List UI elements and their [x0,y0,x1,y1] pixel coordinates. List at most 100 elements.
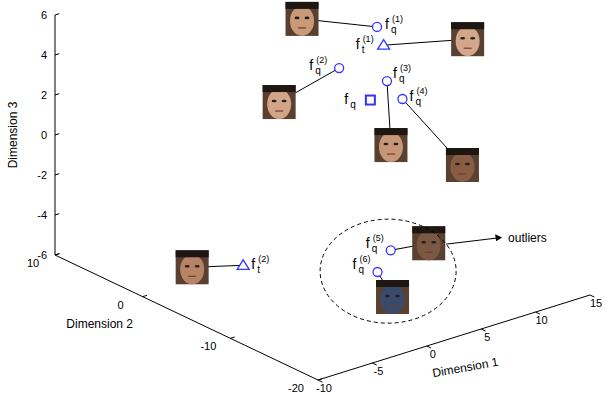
point-label-sup: (2) [258,254,269,264]
face-eye [465,163,470,166]
z-tick-label: -6 [37,249,47,261]
face-hair [263,85,296,92]
point-circle [373,268,382,277]
z-tick [55,254,59,255]
point-label-sub: q [399,73,405,84]
annotation: outliers [320,219,547,323]
face-skin [379,132,403,162]
face-skin [290,6,314,36]
face-hair [374,128,407,135]
face-eye [295,17,300,20]
face-eye [185,265,190,268]
face-skin [450,152,474,182]
point-label-base: f [393,65,397,81]
face-hair [176,250,209,257]
face-mouth [389,305,397,306]
face-mouth [275,110,283,111]
face-bg [176,250,209,284]
z-tick-label: -2 [37,169,47,181]
point-label-sub: q [391,24,397,35]
annotation-arrow [446,238,496,244]
face-thumbnail [376,280,409,314]
y-tick [55,254,59,255]
z-tick [55,134,59,135]
annotation-text: outliers [508,231,547,245]
face-mouth [387,153,395,154]
point-label-base: f [356,36,360,52]
face-eye [393,143,398,146]
face-bg [446,148,479,182]
z-tick [55,94,59,95]
point-circle [335,64,344,73]
point-label-base: f [309,57,313,73]
face-hair [451,22,484,29]
z-tick-label: 4 [41,49,47,61]
z-axis-title: Dimension 3 [6,101,20,168]
point-label-sup: (1) [392,14,403,24]
face-mouth [298,27,306,28]
point-label-sub: t [257,264,260,275]
data-points [237,22,407,276]
point-label-base: f [409,88,413,104]
point-label-sup: (6) [360,254,371,264]
point-label-sub: t [362,44,365,55]
point-label-base: f [344,91,348,107]
x-axis-title: Dimension 1 [431,355,499,380]
face-bg [412,226,445,260]
face-skin [267,89,291,119]
face-thumbnail [451,22,484,56]
x-tick-label: 0 [430,348,436,360]
face-hair [446,148,479,155]
point-circle [373,22,382,31]
face-thumbnail [176,250,209,284]
face-eye [431,241,436,244]
face-eye [395,295,400,298]
chart: -10-5051015-20-10010-6-4-20246Dimension … [0,0,616,395]
face-hair [376,280,409,287]
x-tick-label: -10 [316,382,332,394]
x-tick-label: 10 [535,314,547,326]
point-triangle [237,260,249,270]
face-mouth [425,252,433,253]
face-bg [376,280,409,314]
point-label-sub: q [415,96,421,107]
point-label-sup: (2) [316,55,327,65]
face-mouth [464,48,472,49]
z-tick-label: 0 [41,129,47,141]
face-eye [421,241,426,244]
face-bg [374,128,407,162]
y-tick-label: 0 [118,299,124,311]
x-tick-label: -5 [374,365,384,377]
z-tick [55,174,59,175]
point-label-base: f [366,235,370,251]
face-eye [460,37,465,40]
y-tick-label: -10 [200,340,216,352]
point-label-sup: (4) [416,86,427,96]
face-thumbnails [176,2,484,314]
face-mouth [188,276,196,277]
outlier-ellipse [320,219,456,323]
face-bg [286,2,319,36]
axes: -10-5051015-20-10010-6-4-20246 [27,9,602,394]
point-square [366,96,375,105]
z-tick-label: -4 [37,209,47,221]
x-tick-label: 5 [484,331,490,343]
x-tick-label: 15 [590,297,602,309]
face-thumbnail [412,226,445,260]
point-label-sub: q [359,264,365,275]
y-tick [318,379,322,380]
face-thumbnail [374,128,407,162]
point-circle [382,77,391,86]
z-tick [55,54,59,55]
face-eye [383,143,388,146]
z-tick [55,214,59,215]
face-eye [195,265,200,268]
point-label-base: f [353,256,357,272]
face-bg [263,85,296,119]
point-label-sup: (5) [373,233,384,243]
face-skin [180,254,204,284]
face-thumbnail [446,148,479,182]
face-hair [286,2,319,9]
annotation-arrowhead [495,234,502,241]
y-tick [143,295,147,296]
